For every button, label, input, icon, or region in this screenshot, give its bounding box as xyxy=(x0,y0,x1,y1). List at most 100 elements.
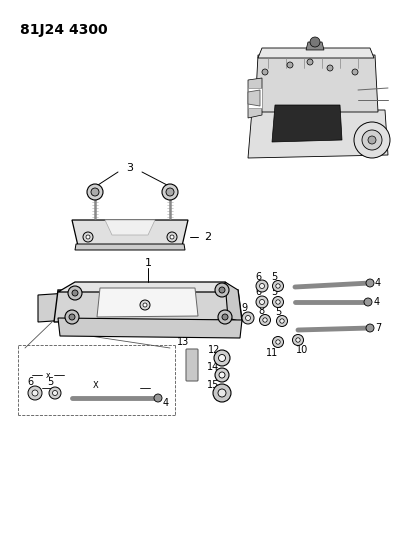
Circle shape xyxy=(262,69,268,75)
Polygon shape xyxy=(38,293,68,322)
Circle shape xyxy=(213,384,231,402)
Circle shape xyxy=(260,284,264,288)
Polygon shape xyxy=(58,282,238,292)
Circle shape xyxy=(366,324,374,332)
Circle shape xyxy=(219,372,225,378)
Circle shape xyxy=(364,298,372,306)
Circle shape xyxy=(280,319,284,323)
Circle shape xyxy=(219,287,225,293)
Circle shape xyxy=(276,340,280,344)
Polygon shape xyxy=(97,288,198,317)
Text: 13: 13 xyxy=(177,337,189,347)
Circle shape xyxy=(260,314,270,326)
Circle shape xyxy=(310,37,320,47)
Text: 14: 14 xyxy=(207,362,219,372)
Text: 2: 2 xyxy=(204,232,212,242)
Text: 7: 7 xyxy=(375,323,381,333)
Circle shape xyxy=(292,335,304,345)
Polygon shape xyxy=(75,244,185,250)
Circle shape xyxy=(242,312,254,324)
Circle shape xyxy=(215,283,229,297)
Circle shape xyxy=(91,188,99,196)
Polygon shape xyxy=(248,88,262,108)
Text: 3: 3 xyxy=(126,163,134,173)
Text: x: x xyxy=(46,370,50,379)
Circle shape xyxy=(32,390,38,396)
Text: 1: 1 xyxy=(144,258,152,268)
Circle shape xyxy=(256,280,268,292)
Circle shape xyxy=(246,316,250,320)
Circle shape xyxy=(86,235,90,239)
Circle shape xyxy=(28,386,42,400)
Circle shape xyxy=(354,122,390,158)
Circle shape xyxy=(296,338,300,342)
Polygon shape xyxy=(306,42,324,50)
Circle shape xyxy=(166,188,174,196)
Circle shape xyxy=(260,300,264,304)
Circle shape xyxy=(276,284,280,288)
Circle shape xyxy=(52,391,58,395)
Circle shape xyxy=(368,136,376,144)
Circle shape xyxy=(218,354,226,361)
Polygon shape xyxy=(248,78,262,118)
FancyBboxPatch shape xyxy=(186,349,198,381)
Circle shape xyxy=(272,280,284,292)
Circle shape xyxy=(307,59,313,65)
Circle shape xyxy=(276,316,288,327)
Circle shape xyxy=(65,310,79,324)
Text: 11: 11 xyxy=(266,348,278,358)
Text: X: X xyxy=(93,381,99,390)
Text: 5: 5 xyxy=(275,307,281,317)
Polygon shape xyxy=(54,290,242,322)
Circle shape xyxy=(366,279,374,287)
Circle shape xyxy=(140,300,150,310)
Circle shape xyxy=(327,65,333,71)
Text: 6: 6 xyxy=(27,377,33,387)
Text: 4: 4 xyxy=(375,278,381,288)
Polygon shape xyxy=(105,220,155,235)
Circle shape xyxy=(162,184,178,200)
Polygon shape xyxy=(248,110,388,158)
Circle shape xyxy=(272,336,284,348)
Circle shape xyxy=(362,130,382,150)
Circle shape xyxy=(263,318,267,322)
Text: 4: 4 xyxy=(163,398,169,408)
Polygon shape xyxy=(225,282,242,322)
Circle shape xyxy=(218,310,232,324)
Circle shape xyxy=(170,235,174,239)
Circle shape xyxy=(143,303,147,307)
Circle shape xyxy=(49,387,61,399)
Polygon shape xyxy=(58,318,242,338)
Text: 5: 5 xyxy=(47,377,53,387)
Polygon shape xyxy=(248,90,260,106)
Circle shape xyxy=(167,232,177,242)
Circle shape xyxy=(222,314,228,320)
Text: 10: 10 xyxy=(296,345,308,355)
Text: 12: 12 xyxy=(208,345,220,355)
Text: 4: 4 xyxy=(374,297,380,307)
Circle shape xyxy=(69,314,75,320)
Circle shape xyxy=(215,368,229,382)
Circle shape xyxy=(287,62,293,68)
Circle shape xyxy=(154,394,162,402)
Circle shape xyxy=(68,286,82,300)
Text: 6: 6 xyxy=(255,272,261,282)
Text: 6: 6 xyxy=(255,287,261,297)
Circle shape xyxy=(214,350,230,366)
Circle shape xyxy=(276,300,280,304)
Text: 8: 8 xyxy=(258,306,264,316)
Polygon shape xyxy=(272,105,342,142)
Text: 5: 5 xyxy=(271,272,277,282)
Polygon shape xyxy=(258,48,374,58)
Text: 5: 5 xyxy=(271,287,277,297)
Text: 9: 9 xyxy=(241,303,247,313)
Text: 81J24 4300: 81J24 4300 xyxy=(20,23,108,37)
Circle shape xyxy=(83,232,93,242)
Circle shape xyxy=(256,296,268,308)
Circle shape xyxy=(87,184,103,200)
Circle shape xyxy=(352,69,358,75)
Polygon shape xyxy=(255,55,378,112)
Text: 15: 15 xyxy=(207,380,219,390)
Polygon shape xyxy=(72,220,188,246)
Circle shape xyxy=(72,290,78,296)
